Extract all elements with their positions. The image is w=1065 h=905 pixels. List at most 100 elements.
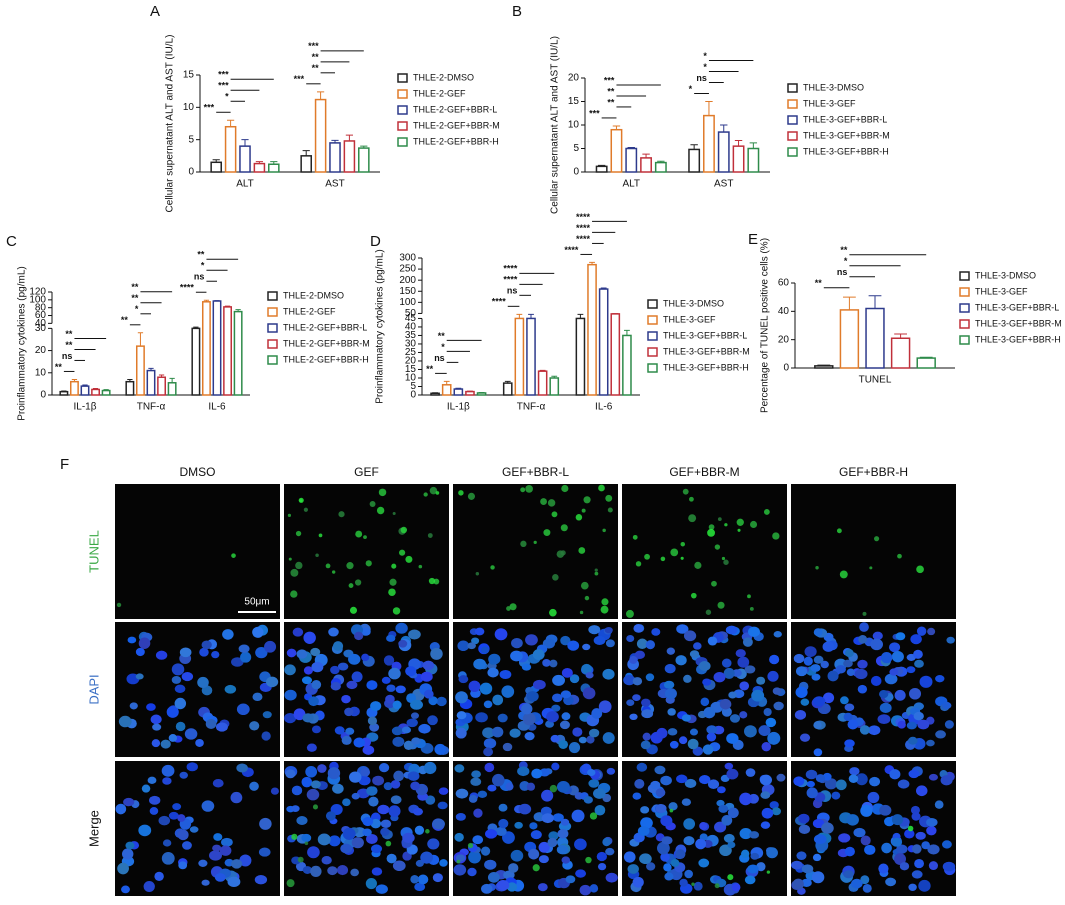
nucleus (935, 730, 946, 738)
tunel-signal (598, 485, 605, 492)
nucleus (182, 841, 192, 850)
nucleus (180, 772, 188, 779)
nucleus (848, 719, 859, 729)
nucleus (695, 839, 706, 850)
nucleus (943, 862, 955, 872)
tunel-signal (350, 607, 357, 614)
nucleus (868, 792, 880, 803)
nucleus (708, 636, 718, 645)
nucleus (633, 624, 643, 633)
y-axis-label: Proinflammatory cytokines (pg/mL) (375, 249, 386, 404)
nucleus (331, 682, 341, 690)
nucleus (529, 822, 537, 829)
tunel-signal (231, 553, 236, 558)
nucleus (454, 833, 463, 842)
nucleus (945, 720, 954, 729)
tunel-signal (290, 569, 298, 577)
legend-label: THLE-3-GEF (663, 314, 716, 324)
legend-swatch (398, 122, 407, 130)
nucleus (743, 637, 753, 647)
legend-label: THLE-3-DMSO (663, 298, 724, 308)
nucleus (392, 727, 403, 736)
nucleus (799, 825, 810, 834)
nucleus (547, 838, 557, 848)
nucleus (603, 732, 615, 744)
tunel-signal (750, 607, 754, 611)
nucleus (699, 822, 707, 830)
nucleus (650, 781, 660, 789)
legend-label: THLE-2-GEF+BBR-L (413, 104, 497, 114)
nucleus (751, 690, 764, 702)
nucleus (846, 814, 859, 826)
nucleus (707, 733, 716, 742)
bar (203, 302, 210, 395)
nucleus (851, 879, 863, 889)
nucleus (575, 869, 586, 877)
nucleus (202, 641, 212, 650)
bar (226, 127, 236, 172)
nucleus (602, 838, 610, 846)
tunel-signal (718, 602, 725, 609)
significance-label: ns (696, 73, 707, 83)
bar (211, 162, 221, 172)
nucleus (495, 628, 508, 640)
nucleus (908, 884, 916, 891)
nucleus (413, 808, 423, 816)
tunel-signal (772, 532, 779, 539)
nucleus (302, 676, 312, 684)
significance-label: ** (312, 52, 320, 62)
significance-label: ** (65, 340, 73, 350)
nucleus (377, 805, 389, 815)
nucleus (667, 648, 675, 655)
nucleus (836, 780, 847, 791)
tunel-signal (393, 607, 400, 614)
nucleus (393, 771, 404, 782)
nucleus (750, 853, 759, 860)
nucleus (720, 699, 732, 710)
nucleus (178, 829, 189, 840)
tunel-signal (633, 535, 638, 540)
nucleus (725, 763, 734, 770)
nucleus (427, 715, 438, 725)
nucleus (475, 712, 488, 722)
nucleus (501, 685, 514, 697)
nucleus (528, 849, 539, 860)
nucleus (148, 777, 157, 784)
micrograph-bg (791, 484, 956, 619)
nucleus (946, 637, 954, 644)
nucleus (354, 632, 363, 640)
nucleus (823, 642, 835, 652)
nucleus (144, 881, 155, 892)
bar (626, 149, 636, 173)
nucleus (762, 808, 774, 819)
tunel-signal (405, 556, 412, 563)
nucleus (828, 671, 839, 682)
nucleus (732, 883, 741, 891)
nucleus (602, 669, 614, 680)
nucleus (831, 792, 840, 800)
nucleus (739, 711, 747, 718)
panel-label: B (512, 3, 522, 20)
nucleus (634, 779, 644, 788)
nucleus (869, 777, 880, 786)
micrograph (791, 484, 956, 619)
nucleus (318, 834, 331, 846)
column-header: GEF+BBR-H (839, 465, 908, 479)
bar (527, 318, 535, 395)
nucleus (472, 835, 483, 844)
tunel-signal (862, 612, 866, 616)
nucleus (889, 642, 900, 652)
tunel-signal (315, 554, 319, 558)
nucleus (683, 836, 694, 845)
nucleus (929, 774, 938, 781)
nucleus (935, 800, 944, 809)
bar (301, 156, 311, 172)
bar (71, 382, 78, 395)
nucleus (307, 789, 320, 801)
nucleus (175, 685, 186, 693)
nucleus (794, 654, 805, 663)
nucleus (146, 703, 156, 711)
nucleus (836, 665, 846, 673)
nucleus (558, 829, 569, 838)
panel-label: E (748, 231, 758, 248)
